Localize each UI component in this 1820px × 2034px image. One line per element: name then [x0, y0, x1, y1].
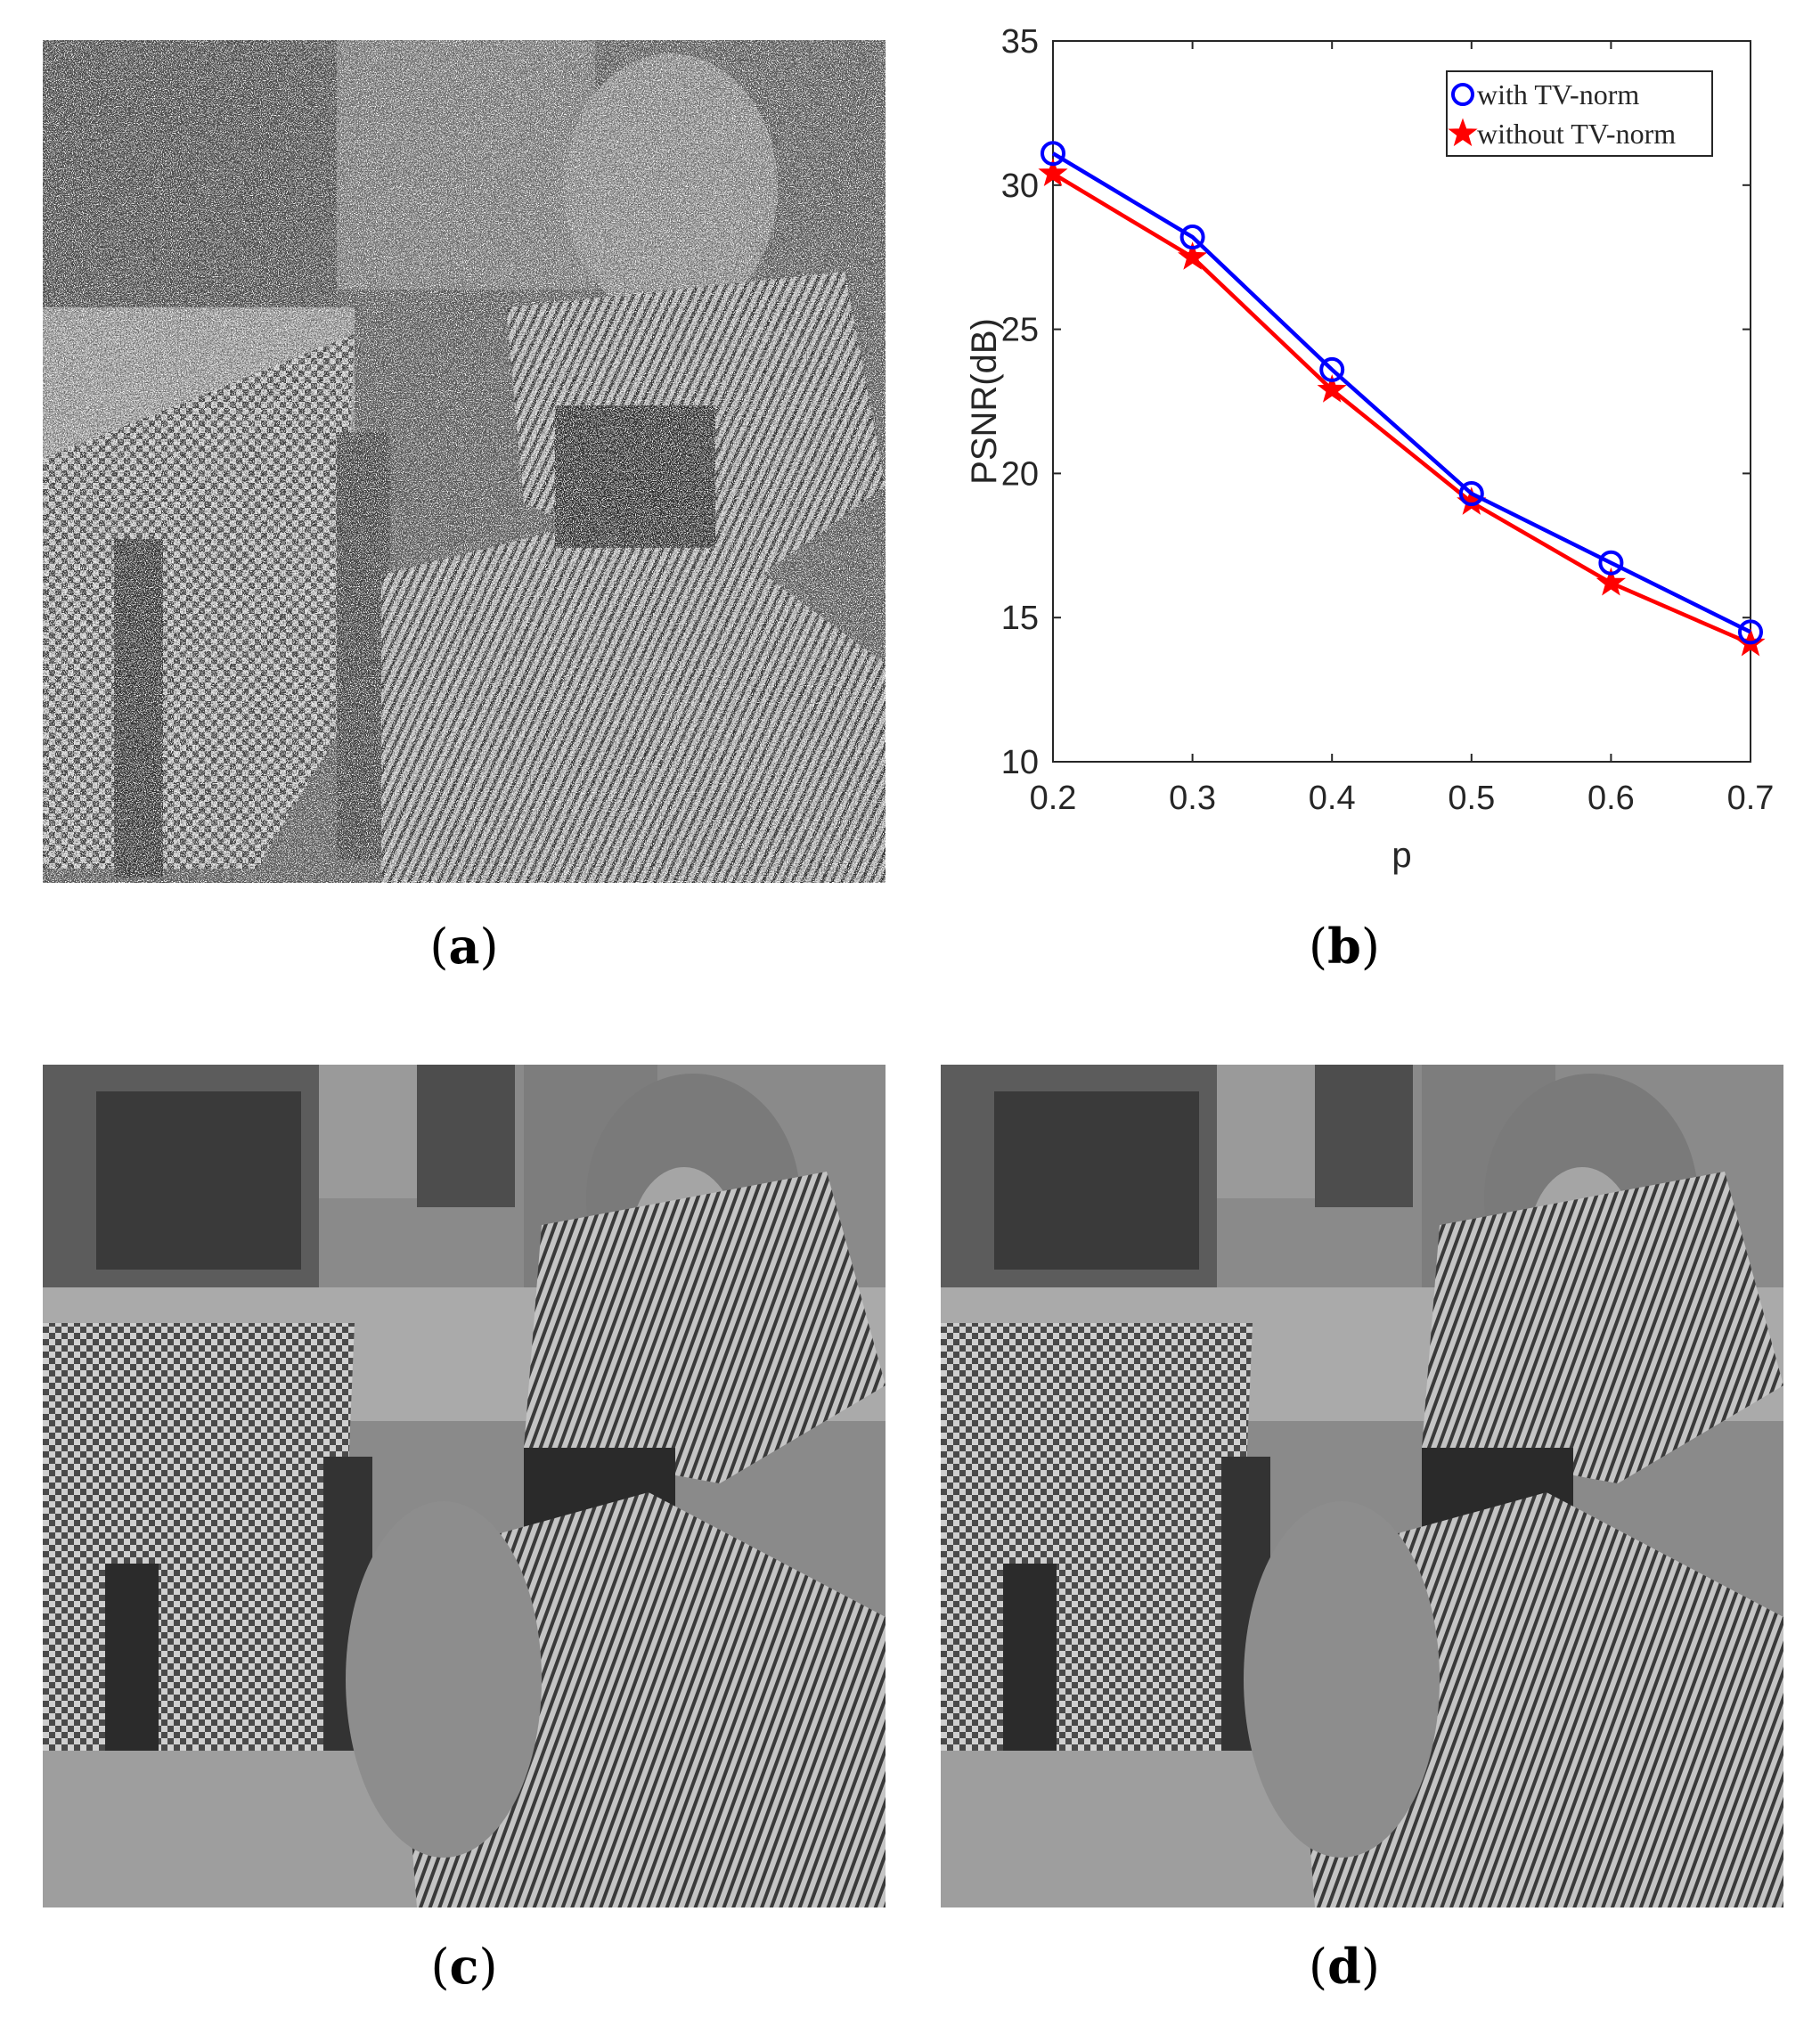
y-tick-label: 10: [1001, 744, 1039, 781]
data-point-with-tv-norm: [1458, 481, 1484, 507]
legend-label-without-tv-norm: without TV-norm: [1477, 118, 1676, 150]
x-tick-label: 0.4: [1309, 780, 1356, 817]
x-tick-label: 0.7: [1727, 780, 1775, 817]
caption-b: (b): [1309, 918, 1380, 975]
y-tick-label: 20: [1001, 455, 1039, 493]
plot-area-frame: [1052, 40, 1751, 763]
data-point-without-tv-norm: [1596, 567, 1627, 596]
y-tick-label: 15: [1001, 600, 1039, 637]
restored-image-d: [941, 1065, 1783, 1907]
legend-marker-with-tv-norm: [1451, 83, 1474, 106]
x-tick-label: 0.3: [1169, 780, 1216, 817]
data-point-without-tv-norm: [1177, 241, 1208, 270]
x-tick-label: 0.5: [1448, 780, 1495, 817]
caption-a: (a): [429, 918, 499, 975]
legend-marker-without-tv-norm: [1448, 118, 1478, 147]
noisy-image-panel: [43, 40, 886, 883]
data-point-with-tv-norm: [1319, 356, 1345, 382]
y-tick-label: 30: [1001, 167, 1039, 205]
data-point-with-tv-norm: [1598, 550, 1624, 576]
data-point-with-tv-norm: [1738, 619, 1763, 645]
legend-label-with-tv-norm: with TV-norm: [1477, 78, 1639, 110]
data-point-without-tv-norm: [1317, 374, 1347, 403]
noisy-image: [43, 40, 886, 883]
data-point-with-tv-norm: [1041, 141, 1065, 167]
restored-image-panel-d: [941, 1065, 1783, 1907]
y-axis-label: PSNR(dB): [965, 318, 1004, 485]
caption-d: (d): [1309, 1938, 1380, 1995]
restored-image-panel-c: [43, 1065, 886, 1907]
caption-c: (c): [430, 1938, 498, 1995]
y-tick-label: 25: [1001, 312, 1039, 349]
legend-box: [1446, 70, 1713, 157]
y-tick-label: 35: [1001, 23, 1039, 61]
data-point-without-tv-norm: [1038, 158, 1068, 186]
series-line-with-tv-norm: [1051, 151, 1751, 634]
psnr-chart: 0.2 0.3 0.4 0.5 0.6 0.7 10 15 20 25 30 35 p PSNR(dB) w…: [965, 23, 1775, 875]
x-tick-label: 0.6: [1587, 780, 1635, 817]
restored-image-c: [43, 1065, 886, 1907]
series-line-without-tv-norm: [1051, 171, 1751, 646]
x-axis-label: p: [1392, 836, 1411, 875]
data-point-with-tv-norm: [1179, 225, 1205, 250]
x-tick-label: 0.2: [1030, 780, 1077, 817]
